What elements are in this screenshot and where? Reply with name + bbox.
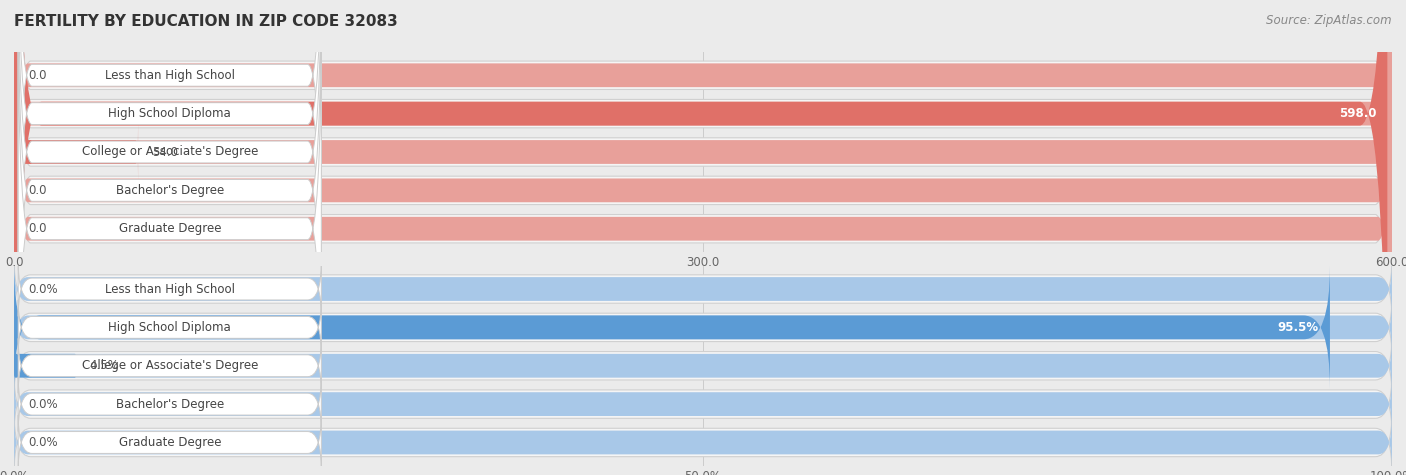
Text: 54.0: 54.0 bbox=[152, 145, 177, 159]
FancyBboxPatch shape bbox=[14, 0, 1392, 337]
FancyBboxPatch shape bbox=[18, 10, 322, 448]
FancyBboxPatch shape bbox=[14, 372, 1392, 436]
Text: 0.0: 0.0 bbox=[28, 69, 46, 82]
Text: High School Diploma: High School Diploma bbox=[108, 321, 231, 334]
Text: Graduate Degree: Graduate Degree bbox=[118, 436, 221, 449]
Text: 0.0%: 0.0% bbox=[28, 436, 58, 449]
Text: College or Associate's Degree: College or Associate's Degree bbox=[82, 359, 257, 372]
FancyBboxPatch shape bbox=[14, 339, 1392, 392]
FancyBboxPatch shape bbox=[14, 0, 1392, 475]
FancyBboxPatch shape bbox=[18, 0, 322, 333]
FancyBboxPatch shape bbox=[14, 263, 1392, 315]
FancyBboxPatch shape bbox=[18, 338, 322, 393]
FancyBboxPatch shape bbox=[18, 415, 322, 470]
FancyBboxPatch shape bbox=[14, 0, 1388, 475]
Text: FERTILITY BY EDUCATION IN ZIP CODE 32083: FERTILITY BY EDUCATION IN ZIP CODE 32083 bbox=[14, 14, 398, 29]
FancyBboxPatch shape bbox=[14, 354, 76, 378]
FancyBboxPatch shape bbox=[18, 300, 322, 355]
FancyBboxPatch shape bbox=[14, 301, 1392, 354]
FancyBboxPatch shape bbox=[14, 0, 1392, 294]
Text: 4.5%: 4.5% bbox=[90, 359, 120, 372]
FancyBboxPatch shape bbox=[14, 10, 1392, 447]
Text: 95.5%: 95.5% bbox=[1278, 321, 1319, 334]
FancyBboxPatch shape bbox=[18, 377, 322, 432]
Text: Bachelor's Degree: Bachelor's Degree bbox=[115, 184, 224, 197]
FancyBboxPatch shape bbox=[14, 123, 138, 181]
FancyBboxPatch shape bbox=[14, 410, 1392, 475]
Text: Less than High School: Less than High School bbox=[105, 69, 235, 82]
FancyBboxPatch shape bbox=[14, 0, 1392, 408]
Text: College or Associate's Degree: College or Associate's Degree bbox=[82, 145, 257, 159]
Text: 598.0: 598.0 bbox=[1339, 107, 1376, 120]
FancyBboxPatch shape bbox=[18, 262, 322, 316]
Text: Graduate Degree: Graduate Degree bbox=[118, 222, 221, 235]
FancyBboxPatch shape bbox=[14, 0, 1392, 376]
Text: High School Diploma: High School Diploma bbox=[108, 107, 231, 120]
FancyBboxPatch shape bbox=[14, 0, 1392, 370]
FancyBboxPatch shape bbox=[14, 266, 1330, 389]
Text: 0.0%: 0.0% bbox=[28, 398, 58, 410]
FancyBboxPatch shape bbox=[14, 334, 1392, 398]
FancyBboxPatch shape bbox=[14, 416, 1392, 469]
Text: 0.0%: 0.0% bbox=[28, 283, 58, 295]
Text: 0.0: 0.0 bbox=[28, 222, 46, 235]
Text: Less than High School: Less than High School bbox=[105, 283, 235, 295]
FancyBboxPatch shape bbox=[14, 0, 1392, 452]
FancyBboxPatch shape bbox=[18, 0, 322, 371]
FancyBboxPatch shape bbox=[18, 0, 322, 294]
Text: Source: ZipAtlas.com: Source: ZipAtlas.com bbox=[1267, 14, 1392, 27]
FancyBboxPatch shape bbox=[14, 378, 1392, 430]
FancyBboxPatch shape bbox=[14, 0, 1392, 332]
FancyBboxPatch shape bbox=[14, 257, 1392, 321]
FancyBboxPatch shape bbox=[18, 0, 322, 409]
Text: Bachelor's Degree: Bachelor's Degree bbox=[115, 398, 224, 410]
Text: 0.0: 0.0 bbox=[28, 184, 46, 197]
FancyBboxPatch shape bbox=[14, 0, 1392, 414]
FancyBboxPatch shape bbox=[14, 295, 1392, 359]
